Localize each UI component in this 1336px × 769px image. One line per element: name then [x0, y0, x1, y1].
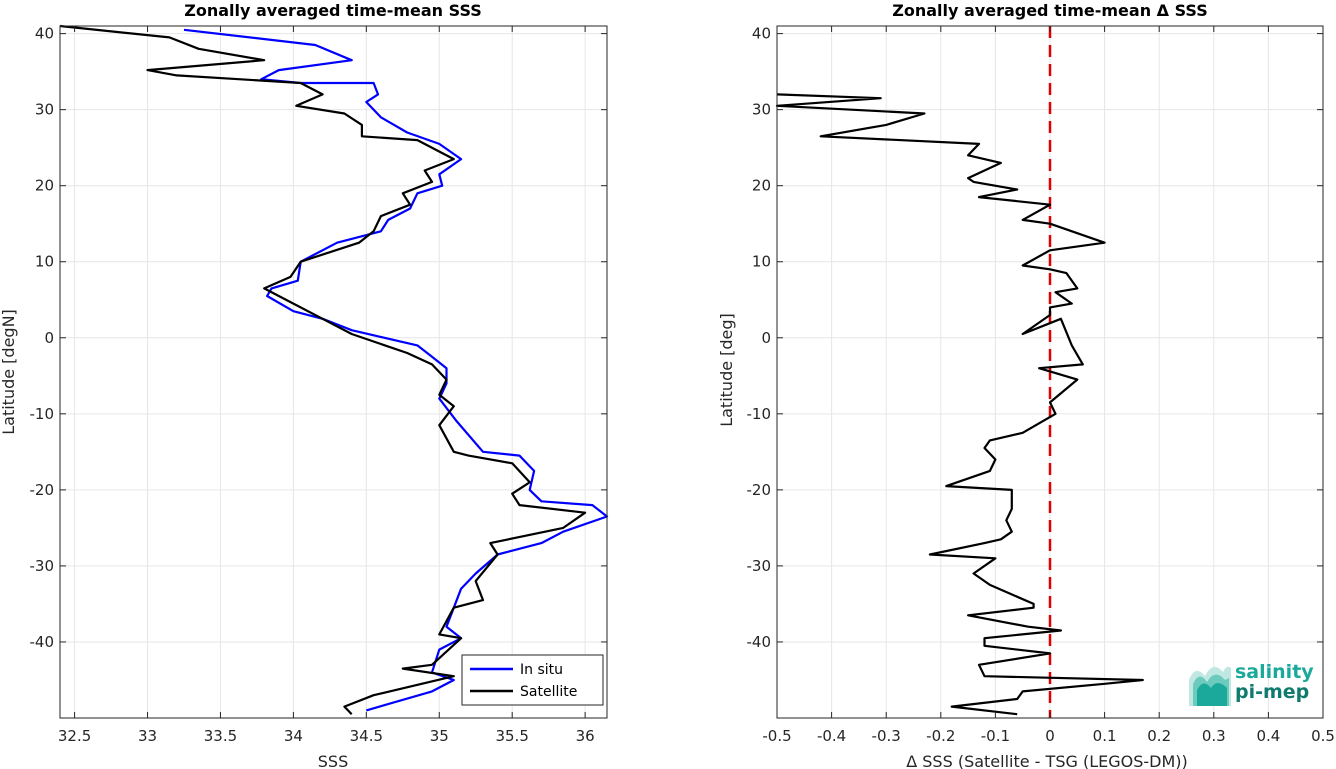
left-y-tick-label: -20: [30, 481, 55, 499]
right-chart: -0.5 -0.4 -0.3 -0.2 -0.1 0 0.1 0.2 0.3 0.4 0.5 40 30…: [717, 1, 1335, 769]
left-y-tick-label: 20: [35, 177, 54, 195]
left-x-tick-label: 34.5: [350, 727, 383, 745]
left-x-tick-label: 35.5: [495, 727, 528, 745]
logo-word-pi-mep: pi-mep: [1235, 681, 1310, 703]
left-x-tick-label: 33: [138, 727, 157, 745]
left-chart-title: Zonally averaged time-mean SSS: [184, 1, 482, 20]
right-y-tick-label: -10: [747, 405, 772, 423]
right-y-tick-label: 30: [752, 101, 771, 119]
logo-wave-icon: [1189, 666, 1231, 706]
left-y-tick-label: -40: [30, 633, 55, 651]
right-x-tick-label: 0.4: [1256, 727, 1280, 745]
left-y-tick-label: -30: [30, 557, 55, 575]
left-y-tick-label: 30: [35, 101, 54, 119]
left-axes-frame: [59, 25, 608, 719]
right-x-tick-label: -0.5: [762, 727, 791, 745]
left-x-tick-label: 33.5: [204, 727, 237, 745]
right-y-tick-label: -20: [747, 481, 772, 499]
right-y-axis-label: Latitude [deg]: [717, 313, 736, 427]
right-x-tick-label: 0.3: [1202, 727, 1226, 745]
left-x-tick-label: 32.5: [58, 727, 91, 745]
left-x-tick-label: 34: [284, 727, 303, 745]
left-series: [59, 24, 609, 715]
left-y-tick-label: 0: [44, 329, 54, 347]
right-x-tick-label: -0.1: [981, 727, 1010, 745]
right-series: [775, 93, 1144, 716]
legend-satellite-label: Satellite: [520, 684, 577, 700]
series-line-delta-sss: [775, 93, 1144, 716]
right-x-tick-label: -0.4: [817, 727, 846, 745]
right-y-tick-label: 10: [752, 253, 771, 271]
logo-word-salinity: salinity: [1235, 661, 1314, 683]
left-y-tick-label: -10: [30, 405, 55, 423]
legend-box: [461, 654, 604, 706]
legend: In situ Satellite: [461, 654, 604, 706]
right-x-tick-label: 0: [1045, 727, 1055, 745]
left-chart: 32.5 33 33.5 34 34.5 35 35.5 36 40 30 20 10 0 -10 -20 -…: [0, 1, 609, 769]
right-y-tick-label: 0: [761, 329, 771, 347]
right-x-tick-label: 0.5: [1311, 727, 1335, 745]
right-y-tick-label: -40: [747, 633, 772, 651]
left-y-tick-label: 40: [35, 25, 54, 43]
series-line-in-situ: [183, 28, 609, 712]
left-ticks: 32.5 33 33.5 34 34.5 35 35.5 36 40 30 20 10 0 -10 -20 -…: [30, 25, 607, 745]
left-plot-area: [60, 26, 607, 718]
left-y-axis-label: Latitude [degN]: [0, 309, 18, 435]
left-y-tick-label: 10: [35, 253, 54, 271]
salinity-pi-mep-logo: salinity pi-mep: [1187, 658, 1322, 708]
right-x-tick-label: 0.1: [1093, 727, 1117, 745]
right-y-tick-label: 40: [752, 25, 771, 43]
right-y-tick-label: 20: [752, 177, 771, 195]
left-x-tick-label: 35: [430, 727, 449, 745]
right-x-tick-label: -0.3: [872, 727, 901, 745]
legend-in-situ-label: In situ: [520, 662, 563, 678]
right-x-axis-label: Δ SSS (Satellite - TSG (LEGOS-DM)): [906, 752, 1188, 769]
left-x-tick-label: 36: [576, 727, 595, 745]
right-chart-title: Zonally averaged time-mean Δ SSS: [892, 1, 1208, 20]
right-x-tick-label: 0.2: [1147, 727, 1171, 745]
right-x-tick-label: -0.2: [926, 727, 955, 745]
right-ticks: -0.5 -0.4 -0.3 -0.2 -0.1 0 0.1 0.2 0.3 0.4 0.5 40 30…: [747, 25, 1335, 745]
series-line-satellite: [59, 24, 587, 715]
left-x-axis-label: SSS: [318, 752, 348, 769]
right-y-tick-label: -30: [747, 557, 772, 575]
